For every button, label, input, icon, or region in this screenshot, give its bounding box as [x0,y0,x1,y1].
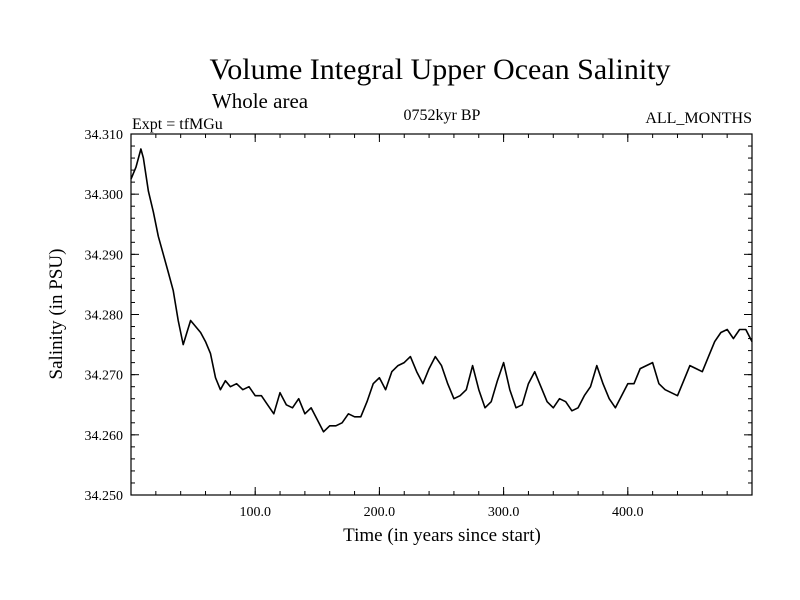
y-tick-label: 34.270 [85,369,124,384]
tick-marks [131,133,752,496]
plot-frame [130,133,753,496]
y-tick-labels: 34.250 34.260 34.270 34.280 34.290 34.300 34.3… [85,128,124,504]
x-tick-label: 300.0 [488,505,520,520]
chart-title: Volume Integral Upper Ocean Salinity [210,53,671,86]
experiment-label: Expt = tfMGu [132,116,223,133]
y-tick-label: 34.300 [85,188,124,203]
x-tick-label: 100.0 [239,505,271,520]
x-tick-labels: 100.0 200.0 300.0 400.0 [239,505,643,520]
x-tick-label: 200.0 [364,505,396,520]
x-axis-label: Time (in years since start) [343,525,541,546]
y-tick-label: 34.260 [85,429,124,444]
y-axis-label: Salinity (in PSU) [46,249,67,380]
y-tick-label: 34.310 [85,128,124,143]
salinity-series-line [130,148,753,433]
chart-subtitle: Whole area [212,89,309,113]
months-label: ALL_MONTHS [645,110,752,127]
y-tick-label: 34.290 [85,248,124,263]
y-tick-label: 34.280 [85,309,124,324]
period-label: 0752kyr BP [404,107,481,124]
x-tick-label: 400.0 [612,505,644,520]
y-tick-label: 34.250 [85,489,124,504]
